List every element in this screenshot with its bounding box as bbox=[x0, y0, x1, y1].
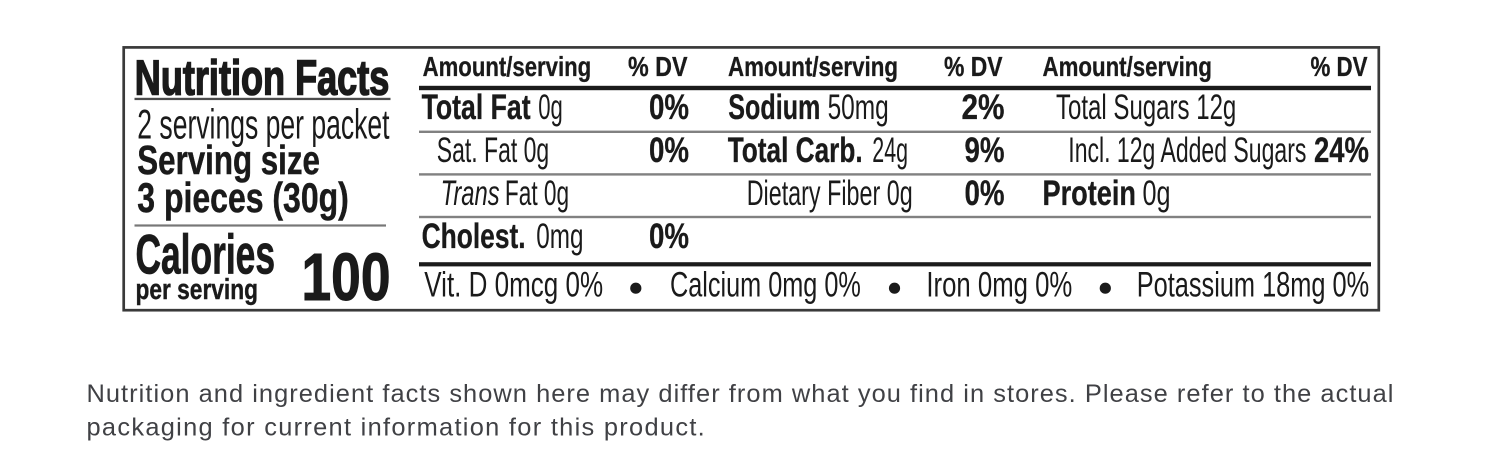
svg-text:Amount/serving: Amount/serving bbox=[728, 51, 898, 82]
svg-text:0%: 0% bbox=[965, 174, 1005, 213]
svg-text:Nutrition Facts: Nutrition Facts bbox=[135, 50, 389, 105]
svg-text:2 servings per packet: 2 servings per packet bbox=[137, 100, 389, 147]
svg-text:0%: 0% bbox=[649, 88, 689, 127]
svg-text:% DV: % DV bbox=[944, 51, 1003, 82]
svg-text:50mg: 50mg bbox=[828, 88, 889, 127]
svg-text:0mg: 0mg bbox=[536, 217, 583, 256]
svg-text:Vit. D 0mcg 0%: Vit. D 0mcg 0% bbox=[424, 266, 603, 305]
svg-text:24g: 24g bbox=[872, 131, 908, 170]
svg-text:packaging for current informat: packaging for current information for th… bbox=[87, 414, 707, 442]
svg-text:Dietary Fiber 0g: Dietary Fiber 0g bbox=[747, 174, 913, 213]
svg-text:Fat 0g: Fat 0g bbox=[505, 174, 569, 213]
svg-text:Total Carb.: Total Carb. bbox=[728, 131, 863, 170]
svg-text:% DV: % DV bbox=[1311, 51, 1369, 82]
svg-text:24%: 24% bbox=[1314, 131, 1369, 170]
svg-text:9%: 9% bbox=[965, 131, 1005, 170]
svg-text:0g: 0g bbox=[1143, 174, 1171, 213]
svg-text:Cholest.: Cholest. bbox=[422, 217, 526, 256]
svg-text:Nutrition and ingredient facts: Nutrition and ingredient facts shown her… bbox=[87, 380, 1395, 408]
svg-text:Total Sugars 12g: Total Sugars 12g bbox=[1056, 88, 1236, 127]
svg-text:Serving size: Serving size bbox=[137, 137, 320, 183]
svg-text:0%: 0% bbox=[649, 217, 689, 256]
svg-text:Amount/serving: Amount/serving bbox=[423, 51, 592, 82]
svg-text:2%: 2% bbox=[962, 88, 1005, 127]
svg-text:0%: 0% bbox=[649, 131, 689, 170]
svg-text:per serving: per serving bbox=[136, 273, 259, 305]
svg-text:Amount/serving: Amount/serving bbox=[1043, 51, 1213, 82]
svg-text:Incl. 12g Added Sugars: Incl. 12g Added Sugars bbox=[1068, 131, 1306, 170]
svg-text:100: 100 bbox=[302, 241, 391, 315]
svg-text:0g: 0g bbox=[538, 88, 563, 127]
svg-text:3 pieces (30g): 3 pieces (30g) bbox=[137, 174, 348, 221]
svg-text:Iron 0mg 0%: Iron 0mg 0% bbox=[926, 266, 1072, 305]
svg-text:Calcium 0mg 0%: Calcium 0mg 0% bbox=[670, 266, 861, 305]
svg-text:Total Fat: Total Fat bbox=[422, 88, 531, 127]
svg-text:Calories: Calories bbox=[136, 223, 276, 286]
svg-text:Potassium 18mg 0%: Potassium 18mg 0% bbox=[1137, 266, 1370, 305]
svg-text:Trans: Trans bbox=[441, 174, 500, 213]
svg-text:% DV: % DV bbox=[628, 51, 688, 82]
svg-text:Protein: Protein bbox=[1043, 174, 1137, 213]
svg-text:Sat. Fat 0g: Sat. Fat 0g bbox=[437, 131, 549, 170]
svg-text:Sodium: Sodium bbox=[728, 88, 820, 127]
